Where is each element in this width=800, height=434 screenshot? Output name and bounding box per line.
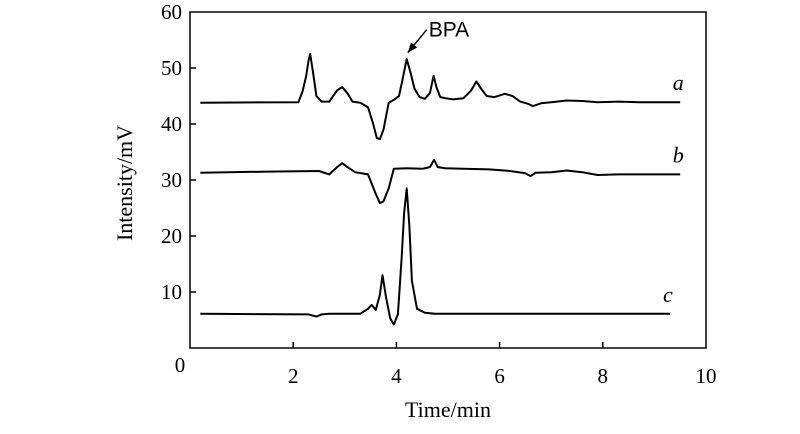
y-tick-label: 20 (161, 224, 182, 248)
trace-c (200, 187, 670, 326)
x-tick-label: 4 (391, 364, 402, 388)
x-axis-label: Time/min (405, 397, 491, 422)
annotation-label: BPA (429, 19, 469, 42)
x-tick-label: 10 (696, 364, 717, 388)
trace-a (200, 53, 681, 141)
y-axis-ticks: 10 20 30 40 50 60 (161, 0, 196, 304)
y-tick-label: 60 (161, 0, 182, 24)
series-labels: a b c (663, 70, 684, 307)
y-tick-label: 30 (161, 168, 182, 192)
plot-area-frame (189, 11, 707, 349)
y-tick-label: 40 (161, 112, 182, 136)
trace-b (200, 158, 681, 204)
x-tick-label: 6 (494, 364, 505, 388)
x-tick-label: 2 (288, 364, 299, 388)
series-label-b: b (673, 142, 684, 167)
y-tick-label: 10 (161, 280, 182, 304)
series-label-a: a (673, 70, 684, 95)
y-axis-label: Intensity/mV (112, 125, 137, 241)
series-label-c: c (663, 282, 673, 307)
y-tick-label: 50 (161, 56, 182, 80)
x-axis-ticks: 2 4 6 8 10 (288, 342, 717, 388)
annotations: BPA (407, 19, 469, 54)
chromatogram-traces (200, 53, 681, 326)
origin-label: 0 (175, 353, 186, 377)
x-tick-label: 8 (598, 364, 609, 388)
annotation-arrow-head (407, 42, 418, 53)
